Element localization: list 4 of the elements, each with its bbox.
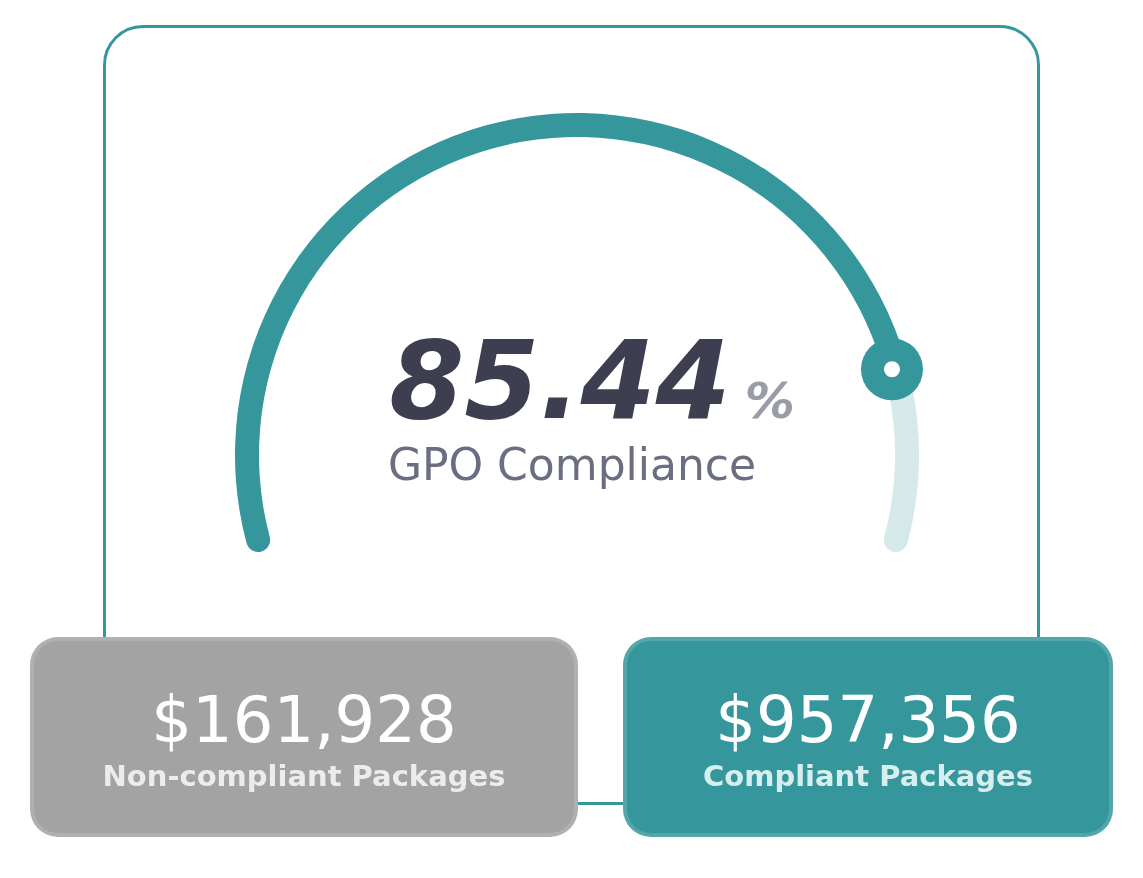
text: Non-compliant Packages xyxy=(102,759,506,793)
text: $161,928 xyxy=(151,682,457,759)
text: $957,356 xyxy=(715,682,1021,759)
text: Compliant Packages xyxy=(702,759,1034,793)
